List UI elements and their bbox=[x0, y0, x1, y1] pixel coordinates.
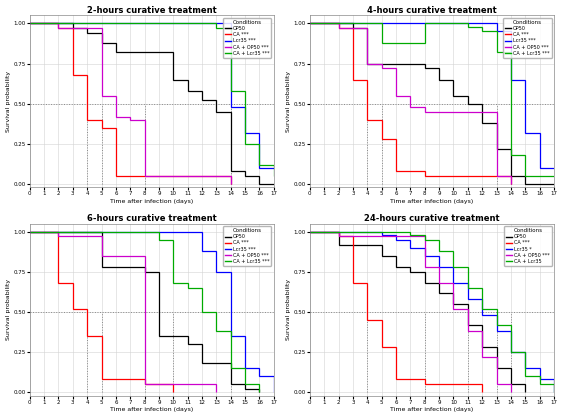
Legend: OP50, CA ***, Lcr35 *, CA + OP50 ***, CA + Lcr35: OP50, CA ***, Lcr35 *, CA + OP50 ***, CA… bbox=[504, 226, 552, 266]
Legend: OP50, CA ***, Lcr35 ***, CA + OP50 ***, CA + Lcr35 ***: OP50, CA ***, Lcr35 ***, CA + OP50 ***, … bbox=[503, 18, 552, 58]
X-axis label: Time after infection (days): Time after infection (days) bbox=[390, 408, 473, 413]
X-axis label: Time after infection (days): Time after infection (days) bbox=[390, 199, 473, 204]
Title: 2-hours curative treatment: 2-hours curative treatment bbox=[87, 5, 217, 15]
Y-axis label: Survival probability: Survival probability bbox=[6, 279, 11, 340]
Y-axis label: Survival probability: Survival probability bbox=[285, 279, 291, 340]
Title: 24-hours curative treatment: 24-hours curative treatment bbox=[364, 214, 500, 223]
X-axis label: Time after infection (days): Time after infection (days) bbox=[110, 408, 194, 413]
Legend: OP50, CA ***, Lcr35 ***, CA + OP50 ***, CA + Lcr35 ***: OP50, CA ***, Lcr35 ***, CA + OP50 ***, … bbox=[223, 18, 271, 58]
Y-axis label: Survival probability: Survival probability bbox=[285, 71, 291, 132]
X-axis label: Time after infection (days): Time after infection (days) bbox=[110, 199, 194, 204]
Title: 6-hours curative treatment: 6-hours curative treatment bbox=[87, 214, 217, 223]
Legend: OP50, CA ***, Lcr35 ***, CA + OP50 ***, CA + Lcr35 ***: OP50, CA ***, Lcr35 ***, CA + OP50 ***, … bbox=[223, 226, 271, 266]
Y-axis label: Survival probability: Survival probability bbox=[6, 71, 11, 132]
Title: 4-hours curative treatment: 4-hours curative treatment bbox=[367, 5, 497, 15]
